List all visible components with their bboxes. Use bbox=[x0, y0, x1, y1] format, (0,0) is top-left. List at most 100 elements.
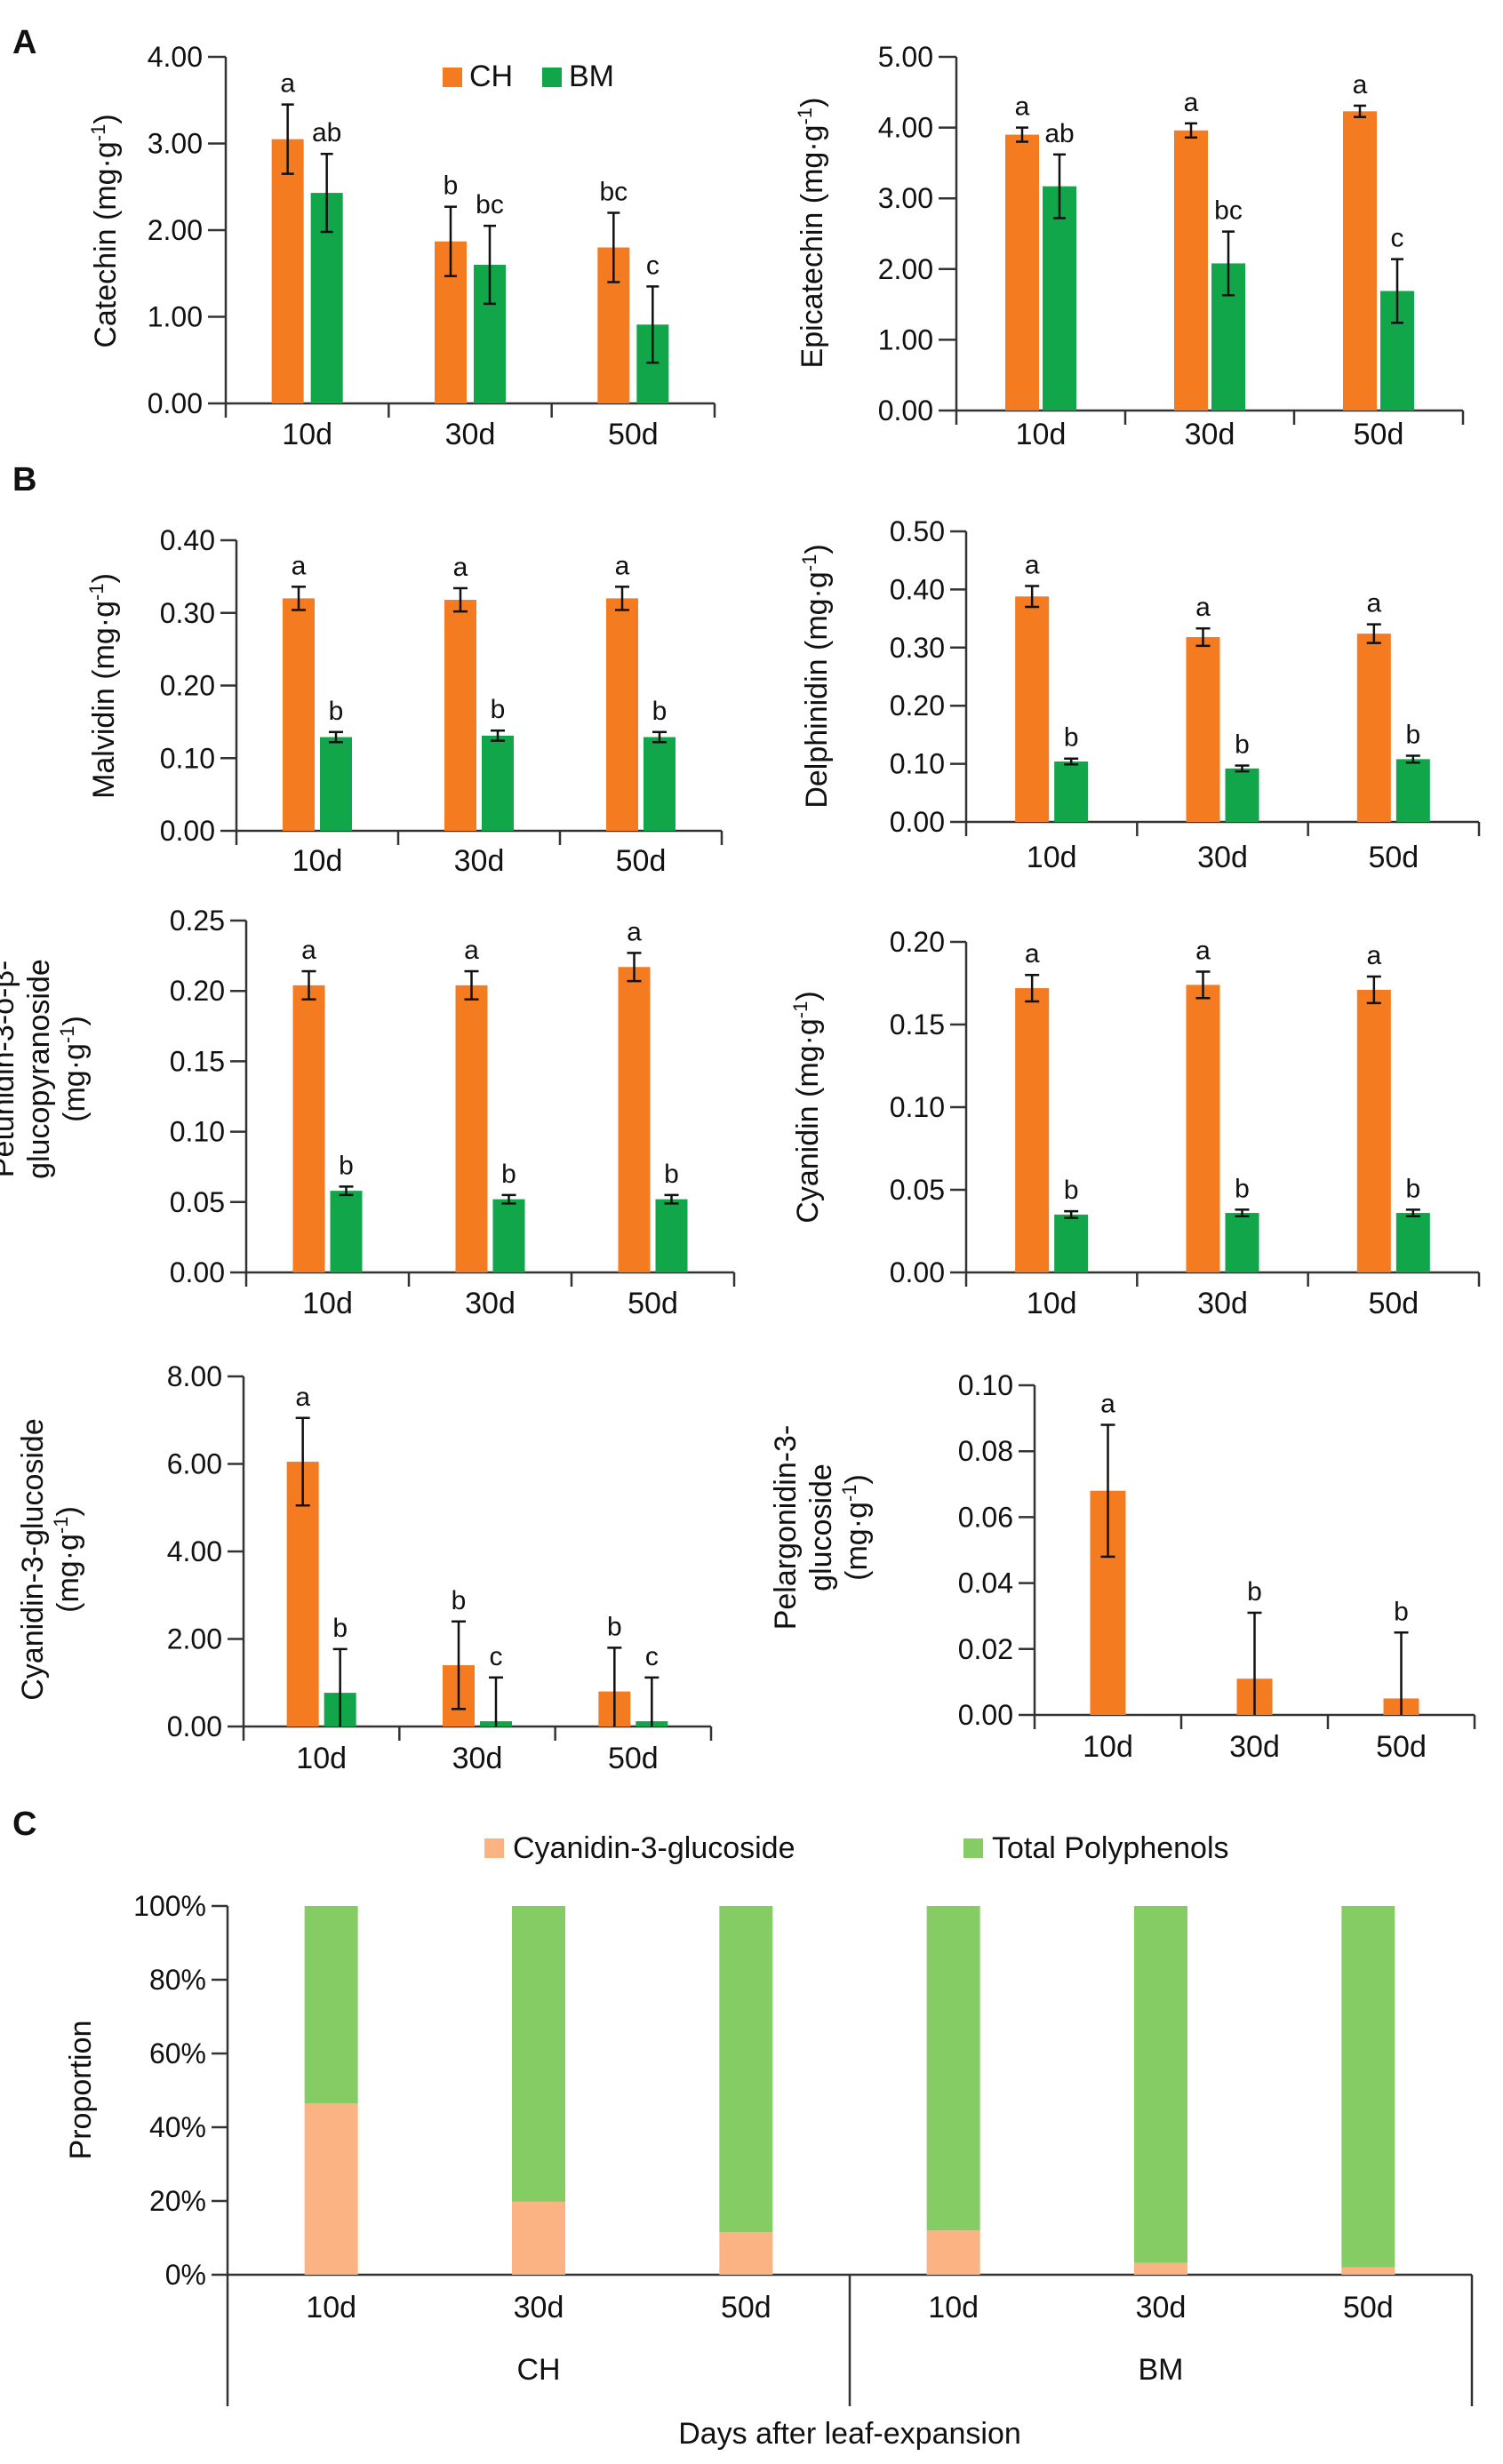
y-axis-title-line: Catechin (mg·g-1) bbox=[87, 114, 123, 347]
bar-bm bbox=[482, 735, 514, 831]
y-tick-label: 60% bbox=[149, 2037, 206, 2069]
bar-ch bbox=[1186, 637, 1220, 822]
x-tick-label: 30d bbox=[452, 1742, 503, 1775]
significance-label: a bbox=[295, 1383, 310, 1412]
stack-segment-cyanidin bbox=[926, 2230, 980, 2275]
y-axis-title-suffix: ) bbox=[791, 991, 825, 1001]
significance-label: bc bbox=[1214, 196, 1243, 226]
y-tick-label: 4.00 bbox=[878, 112, 933, 144]
x-tick-label: 30d bbox=[1229, 1730, 1280, 1764]
y-tick-label: 0.00 bbox=[148, 387, 203, 419]
x-tick-label: 30d bbox=[465, 1287, 516, 1320]
bar-ch bbox=[1174, 130, 1208, 411]
significance-label: bc bbox=[476, 190, 504, 219]
bar-bm bbox=[1054, 1214, 1089, 1272]
y-axis-title: Cyanidin (mg·g-1) bbox=[789, 991, 825, 1223]
panel-label-b: B bbox=[12, 461, 36, 498]
significance-label: a bbox=[1100, 1390, 1115, 1419]
x-tick-label: 50d bbox=[628, 1287, 678, 1320]
bar-ch bbox=[455, 985, 488, 1272]
y-axis-title: Petunidin-3-o-β-glucopyranoside(mg·g-1) bbox=[0, 959, 92, 1179]
y-axis-title-suffix: ) bbox=[89, 114, 123, 124]
x-tick-label: 10d bbox=[1027, 841, 1077, 874]
legend-swatch bbox=[963, 1838, 983, 1858]
y-tick-label: 5.00 bbox=[878, 41, 933, 73]
legend-label-ch: CH bbox=[469, 60, 513, 93]
panel-label-c: C bbox=[12, 1806, 36, 1843]
y-tick-label: 0.06 bbox=[958, 1501, 1013, 1533]
significance-label: a bbox=[1025, 939, 1040, 969]
y-axis-title-line: Delphinidin (mg·g-1) bbox=[798, 544, 834, 808]
y-axis-title-suffix: ) bbox=[840, 1474, 874, 1484]
x-tick-label: 10d bbox=[306, 2291, 356, 2324]
y-axis-title-line: Cyanidin (mg·g-1) bbox=[789, 991, 825, 1223]
y-tick-label: 40% bbox=[149, 2111, 206, 2143]
significance-label: a bbox=[1366, 941, 1381, 970]
bar-ch bbox=[618, 967, 651, 1272]
y-tick-label: 2.00 bbox=[167, 1623, 222, 1655]
x-tick-label: 30d bbox=[1197, 841, 1248, 874]
y-tick-label: 0.40 bbox=[160, 524, 215, 556]
significance-label: a bbox=[453, 553, 468, 582]
bar-ch bbox=[1015, 988, 1050, 1272]
y-tick-label: 4.00 bbox=[167, 1535, 222, 1567]
x-tick-label: 10d bbox=[1027, 1287, 1077, 1320]
stack-segment-polyphenols bbox=[1134, 1906, 1187, 2263]
chart-cyanidin: 0.00 0.05 0.10 0.15 0.20 10d 30d 50d a a a b b b Cyani… bbox=[789, 926, 1481, 1320]
significance-label: ab bbox=[1044, 119, 1074, 148]
y-tick-label: 0.20 bbox=[160, 670, 215, 702]
bar-ch bbox=[1356, 634, 1391, 822]
y-tick-label: 0.10 bbox=[958, 1369, 1013, 1401]
y-tick-label: 0.10 bbox=[160, 742, 215, 774]
x-tick-label: 30d bbox=[445, 418, 496, 451]
bar-bm bbox=[320, 737, 352, 831]
y-tick-label: 0.08 bbox=[958, 1435, 1013, 1467]
x-tick-label: 10d bbox=[282, 418, 332, 451]
bar-ch bbox=[1186, 985, 1220, 1272]
x-tick-label: 30d bbox=[454, 844, 505, 878]
significance-label: b bbox=[1064, 723, 1079, 753]
significance-label: b bbox=[1247, 1577, 1262, 1607]
y-tick-label: 1.00 bbox=[148, 301, 203, 333]
x-axis-title: Days after leaf-expansion bbox=[678, 2417, 1021, 2451]
stack-segment-cyanidin bbox=[512, 2201, 565, 2275]
y-tick-label: 8.00 bbox=[167, 1360, 222, 1392]
y-tick-label: 2.00 bbox=[148, 214, 203, 246]
y-tick-label: 0.20 bbox=[890, 690, 945, 722]
bar-bm bbox=[1395, 1213, 1430, 1272]
x-tick-label: 10d bbox=[292, 844, 343, 878]
superscript: -1 bbox=[87, 124, 109, 142]
bar-bm bbox=[655, 1199, 688, 1272]
x-tick-label: 50d bbox=[721, 2291, 771, 2324]
superscript: -1 bbox=[85, 583, 108, 601]
significance-label: a bbox=[464, 936, 479, 965]
stack-segment-polyphenols bbox=[512, 1906, 565, 2202]
x-tick-label: 50d bbox=[1343, 2291, 1394, 2324]
bar-bm bbox=[330, 1191, 363, 1272]
y-axis-title-line: glucopyranoside bbox=[22, 959, 56, 1179]
significance-label: b bbox=[329, 697, 344, 726]
bar-ch bbox=[292, 985, 325, 1272]
bar-ch bbox=[1015, 596, 1050, 822]
y-tick-label: 0.05 bbox=[170, 1186, 225, 1218]
y-tick-label: 0.10 bbox=[890, 1091, 945, 1123]
x-tick-label: 10d bbox=[928, 2291, 979, 2324]
y-tick-label: 100% bbox=[133, 1890, 206, 1922]
bar-ch bbox=[283, 598, 315, 831]
y-axis-title-line: glucoside bbox=[804, 1463, 838, 1591]
y-axis-title-line: Cyanidin-3-glucoside bbox=[16, 1418, 50, 1701]
y-tick-label: 3.00 bbox=[878, 182, 933, 214]
y-tick-label: 0.00 bbox=[890, 806, 945, 838]
significance-label: a bbox=[1366, 589, 1381, 618]
significance-label: a bbox=[1015, 92, 1030, 122]
significance-label: b bbox=[1405, 720, 1420, 749]
stack-segment-cyanidin bbox=[1134, 2262, 1187, 2275]
stack-segment-polyphenols bbox=[304, 1906, 358, 2104]
x-tick-label: 10d bbox=[1016, 418, 1067, 451]
superscript: -1 bbox=[838, 1484, 860, 1502]
y-tick-label: 20% bbox=[149, 2185, 206, 2217]
bar-ch bbox=[606, 598, 638, 831]
